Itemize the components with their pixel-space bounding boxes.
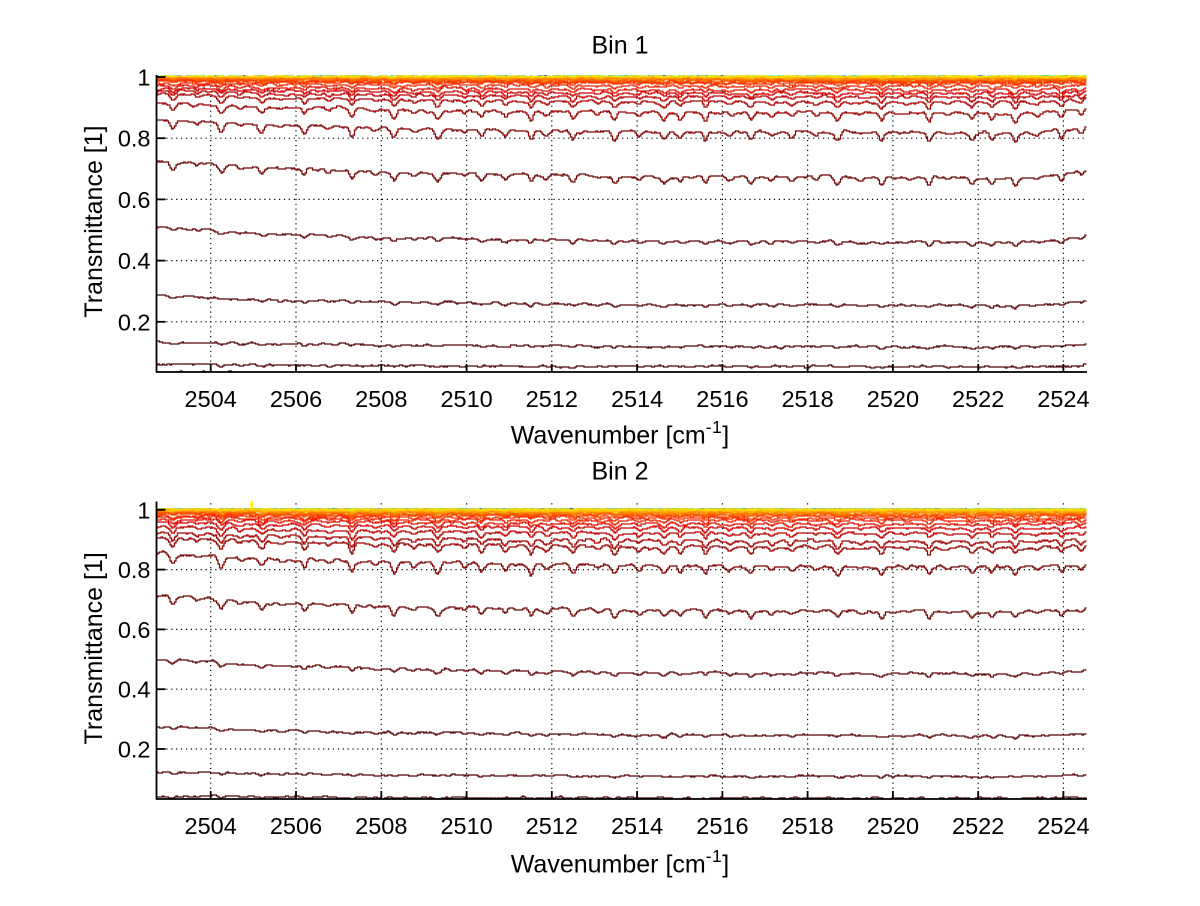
svg-text:Bin 2: Bin 2 <box>592 458 649 486</box>
svg-text:2504: 2504 <box>185 813 237 839</box>
svg-text:2512: 2512 <box>526 386 578 412</box>
svg-text:0.2: 0.2 <box>118 309 151 335</box>
svg-text:2514: 2514 <box>611 813 663 839</box>
svg-text:Transmittance [1]: Transmittance [1] <box>80 125 108 317</box>
svg-text:0.6: 0.6 <box>118 187 151 213</box>
svg-text:2506: 2506 <box>270 386 322 412</box>
svg-text:2516: 2516 <box>696 813 748 839</box>
svg-text:1: 1 <box>137 65 150 91</box>
svg-text:2512: 2512 <box>526 813 578 839</box>
svg-text:Wavenumber [cm-1]: Wavenumber [cm-1] <box>511 846 729 879</box>
svg-text:0.4: 0.4 <box>118 677 151 703</box>
svg-text:0.8: 0.8 <box>118 126 151 152</box>
svg-text:2510: 2510 <box>440 386 492 412</box>
svg-text:0.2: 0.2 <box>118 737 151 763</box>
svg-text:Wavenumber [cm-1]: Wavenumber [cm-1] <box>511 417 729 450</box>
svg-text:0.8: 0.8 <box>118 557 151 583</box>
svg-text:2514: 2514 <box>611 386 663 412</box>
svg-text:2522: 2522 <box>952 386 1004 412</box>
svg-text:2524: 2524 <box>1037 386 1089 412</box>
svg-text:2520: 2520 <box>867 813 919 839</box>
svg-text:2508: 2508 <box>355 386 407 412</box>
svg-text:2520: 2520 <box>867 386 919 412</box>
svg-text:2504: 2504 <box>185 386 237 412</box>
svg-text:0.6: 0.6 <box>118 617 151 643</box>
svg-text:2508: 2508 <box>355 813 407 839</box>
svg-text:0.4: 0.4 <box>118 248 151 274</box>
svg-text:2518: 2518 <box>781 813 833 839</box>
svg-text:2506: 2506 <box>270 813 322 839</box>
svg-text:Transmittance [1]: Transmittance [1] <box>80 552 108 744</box>
svg-text:2518: 2518 <box>781 386 833 412</box>
svg-text:2524: 2524 <box>1037 813 1089 839</box>
svg-text:2522: 2522 <box>952 813 1004 839</box>
svg-text:2516: 2516 <box>696 386 748 412</box>
svg-text:2510: 2510 <box>440 813 492 839</box>
svg-text:1: 1 <box>137 497 150 523</box>
svg-text:Bin 1: Bin 1 <box>592 32 649 60</box>
